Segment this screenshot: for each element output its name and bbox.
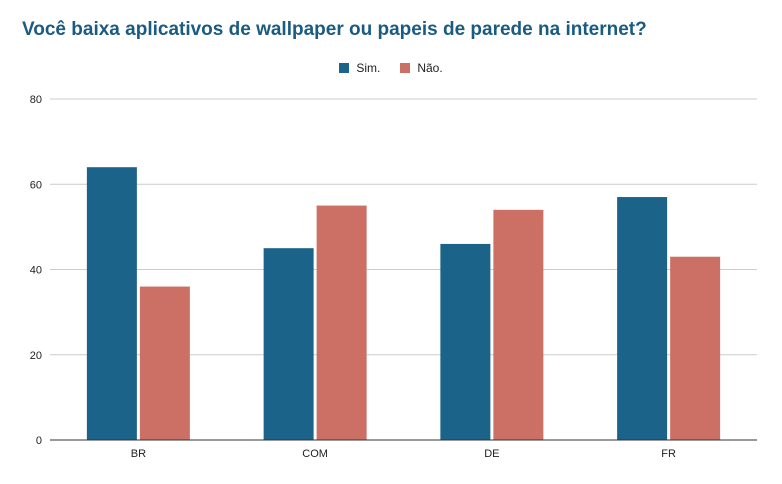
x-tick-label: DE: [484, 448, 499, 460]
bar-nao-fr: [670, 256, 721, 440]
legend-label-nao: Não.: [417, 61, 443, 75]
legend-label-sim: Sim.: [356, 61, 381, 75]
legend-item-sim[interactable]: Sim.: [339, 61, 380, 75]
bar-sim-fr: [617, 197, 668, 440]
x-tick-label: FR: [661, 448, 676, 460]
y-tick-label: 20: [30, 350, 42, 362]
bar-nao-br: [139, 286, 190, 440]
y-tick-label: 40: [30, 265, 42, 277]
legend-swatch-sim: [339, 63, 350, 73]
y-tick-label: 80: [30, 94, 42, 106]
chart-title: Você baixa aplicativos de wallpaper ou p…: [22, 19, 647, 40]
bar-sim-com: [263, 248, 314, 440]
legend-item-nao[interactable]: Não.: [400, 61, 443, 75]
x-tick-label: COM: [302, 448, 328, 460]
bar-sim-br: [86, 167, 137, 440]
y-tick-label: 60: [30, 179, 42, 191]
bar-nao-com: [316, 205, 367, 440]
x-tick-label: BR: [131, 448, 146, 460]
bar-nao-de: [493, 209, 544, 440]
legend: Sim. Não.: [0, 61, 782, 75]
legend-swatch-nao: [400, 63, 411, 73]
bar-sim-de: [440, 243, 491, 440]
y-tick-label: 0: [36, 435, 42, 447]
